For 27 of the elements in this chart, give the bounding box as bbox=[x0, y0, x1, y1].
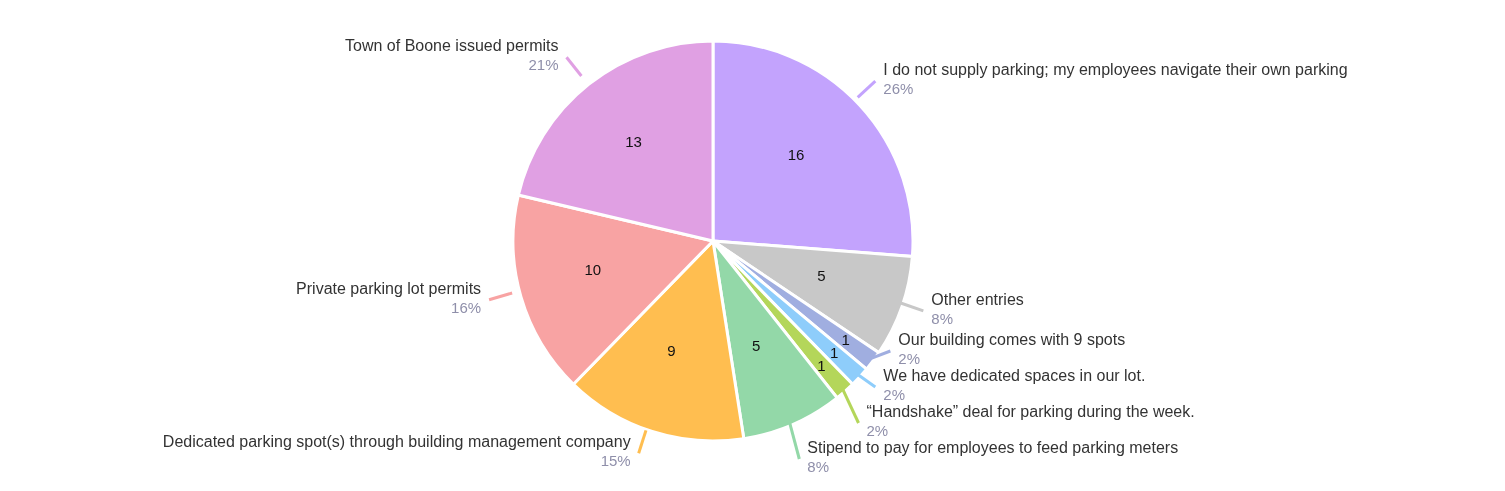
data-label: 10 bbox=[584, 261, 602, 279]
text: 2% bbox=[898, 350, 921, 367]
data-label: 5 bbox=[751, 337, 761, 355]
data-label: 5 bbox=[817, 266, 826, 284]
text: 15% bbox=[600, 452, 631, 470]
data-label: 9 bbox=[667, 341, 676, 359]
slice-label: I do not supply parking; my employees navigate their own parking bbox=[883, 61, 1348, 79]
text: 26% bbox=[883, 80, 914, 98]
text: 21% bbox=[528, 56, 559, 74]
text: 8% bbox=[931, 309, 954, 327]
data-label: 16 bbox=[787, 145, 805, 163]
slice-label: Town of Boone issued permits bbox=[345, 37, 559, 55]
slice-label: Stipend to pay for employees to feed parking meters bbox=[807, 439, 1179, 456]
text: 2% bbox=[883, 386, 906, 403]
text: 16% bbox=[451, 298, 482, 316]
data-label: 1 bbox=[830, 344, 839, 362]
slice-label: Other entries bbox=[931, 290, 1024, 308]
slice-label: “Handshake” deal for parking during the week. bbox=[866, 403, 1195, 420]
text: 8% bbox=[807, 458, 829, 475]
slice-label: Dedicated parking spot(s) through building management company bbox=[162, 433, 631, 451]
data-label: 1 bbox=[817, 356, 826, 374]
slice-label: Our building comes with 9 spots bbox=[898, 331, 1126, 348]
slice-label: We have dedicated spaces in our lot. bbox=[883, 367, 1146, 384]
data-label: 1 bbox=[841, 330, 850, 348]
slice-label: Private parking lot permits bbox=[296, 279, 482, 297]
data-label: 13 bbox=[625, 133, 642, 151]
text: 2% bbox=[866, 422, 889, 439]
